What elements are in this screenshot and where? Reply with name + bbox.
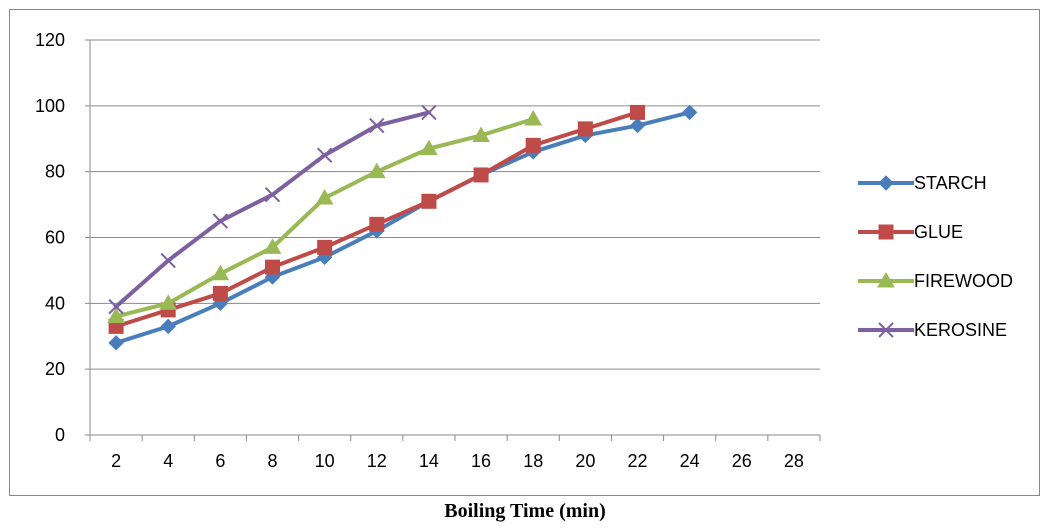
data-point-glue-14 — [421, 193, 437, 209]
x-tick-label-6: 6 — [215, 451, 225, 471]
data-point-firewood-10 — [315, 188, 334, 205]
legend-marker-glue — [878, 224, 894, 240]
data-point-glue-12 — [369, 216, 385, 232]
data-point-glue-22 — [630, 104, 645, 120]
legend-label-glue: GLUE — [914, 222, 963, 242]
y-tick-label-120: 120 — [35, 30, 65, 50]
y-tick-label-80: 80 — [45, 162, 65, 182]
x-tick-label-26: 26 — [732, 451, 752, 471]
x-tick-label-10: 10 — [315, 451, 335, 471]
data-point-starch-4 — [160, 318, 176, 335]
y-tick-label-0: 0 — [55, 425, 65, 445]
data-point-glue-16 — [473, 167, 489, 183]
data-point-kerosine-14 — [421, 104, 437, 121]
x-tick-label-16: 16 — [471, 451, 491, 471]
data-point-glue-6 — [212, 285, 228, 301]
data-point-kerosine-8 — [264, 187, 281, 203]
series-line-starch — [114, 110, 692, 345]
data-point-firewood-2 — [107, 307, 125, 323]
x-axis-label: Boiling Time (min) — [444, 500, 606, 522]
legend-marker-kerosine — [878, 322, 894, 338]
data-point-firewood-16 — [472, 126, 490, 142]
data-point-starch-22 — [629, 117, 646, 134]
x-tick-label-14: 14 — [419, 451, 439, 471]
legend-label-kerosine: KEROSINE — [914, 320, 1007, 340]
data-point-kerosine-6 — [212, 213, 229, 229]
data-point-firewood-12 — [367, 162, 386, 179]
y-tick-label-100: 100 — [35, 96, 65, 116]
y-tick-label-40: 40 — [45, 293, 65, 313]
data-point-kerosine-2 — [108, 298, 124, 315]
data-point-firewood-14 — [420, 139, 438, 156]
legend-label-firewood: FIREWOOD — [914, 271, 1013, 291]
x-tick-label-12: 12 — [367, 451, 387, 471]
data-point-firewood-4 — [159, 294, 178, 310]
legend-marker-firewood — [877, 271, 895, 288]
x-tick-label-2: 2 — [111, 451, 121, 471]
data-point-firewood-8 — [263, 238, 282, 254]
data-point-kerosine-4 — [160, 252, 176, 269]
y-tick-label-20: 20 — [45, 359, 65, 379]
x-tick-label-24: 24 — [680, 451, 700, 471]
data-point-firewood-6 — [211, 264, 230, 281]
y-tick-label-60: 60 — [45, 228, 65, 248]
data-point-glue-8 — [265, 259, 280, 275]
data-point-kerosine-12 — [369, 117, 385, 134]
legend-marker-starch — [878, 175, 894, 191]
x-tick-label-20: 20 — [575, 451, 595, 471]
x-tick-label-18: 18 — [523, 451, 543, 471]
series-line-firewood — [114, 117, 536, 319]
legend-label-starch: STARCH — [914, 173, 987, 193]
data-point-glue-18 — [525, 137, 541, 153]
x-tick-label-4: 4 — [163, 451, 173, 471]
x-tick-label-8: 8 — [267, 451, 277, 471]
data-point-starch-2 — [108, 335, 124, 351]
data-point-starch-24 — [681, 104, 698, 121]
data-point-kerosine-10 — [316, 147, 333, 163]
data-point-glue-10 — [317, 239, 333, 255]
data-point-glue-20 — [577, 121, 593, 137]
x-tick-label-22: 22 — [627, 451, 647, 471]
x-tick-label-28: 28 — [784, 451, 804, 471]
data-point-firewood-18 — [524, 109, 543, 126]
